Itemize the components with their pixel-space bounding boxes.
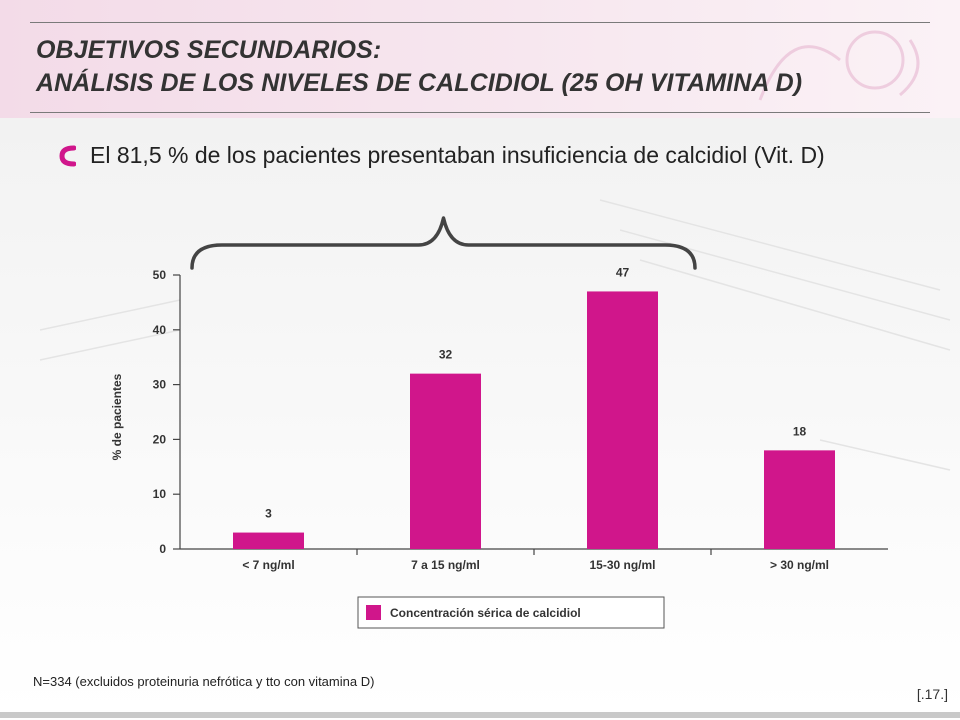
y-tick-label: 30 [153, 378, 167, 392]
y-tick-label: 40 [153, 323, 167, 337]
data-label: 3 [265, 507, 272, 521]
bar [764, 450, 835, 549]
y-tick-label: 20 [153, 432, 167, 446]
pink-bullet-icon [59, 145, 76, 166]
title-divider [30, 112, 930, 113]
legend-box [357, 596, 665, 629]
bullet-text: El 81,5 % de los pacientes presentaban i… [90, 142, 825, 168]
y-tick-label: 50 [153, 268, 167, 282]
title-line-2: ANÁLISIS DE LOS NIVELES DE CALCIDIOL (25… [36, 69, 803, 97]
footnote: N=334 (excluidos proteinuria nefrótica y… [33, 674, 375, 689]
top-divider [30, 22, 930, 23]
footer-bar [0, 712, 960, 718]
x-tick-label: < 7 ng/ml [242, 558, 294, 572]
bar [410, 373, 481, 549]
y-tick-label: 0 [159, 542, 166, 556]
bar [587, 291, 658, 549]
y-tick-label: 10 [153, 487, 167, 501]
x-tick-label: > 30 ng/ml [770, 558, 829, 572]
x-tick-label: 7 a 15 ng/ml [411, 558, 480, 572]
grouping-brace [190, 216, 697, 270]
data-label: 32 [439, 348, 453, 362]
slide-title: OBJETIVOS SECUNDARIOS: ANÁLISIS DE LOS N… [36, 34, 802, 100]
y-axis-label: % de pacientes [110, 373, 124, 460]
page-number: [.17.] [916, 686, 948, 702]
legend-swatch [366, 605, 381, 620]
data-label: 47 [616, 265, 630, 279]
x-tick-label: 15-30 ng/ml [589, 558, 655, 572]
bullet-point: El 81,5 % de los pacientes presentaban i… [58, 142, 825, 169]
bar [233, 532, 304, 549]
legend-label: Concentración sérica de calcidiol [390, 606, 581, 620]
title-line-1: OBJETIVOS SECUNDARIOS: [36, 36, 382, 64]
data-label: 18 [793, 424, 807, 438]
